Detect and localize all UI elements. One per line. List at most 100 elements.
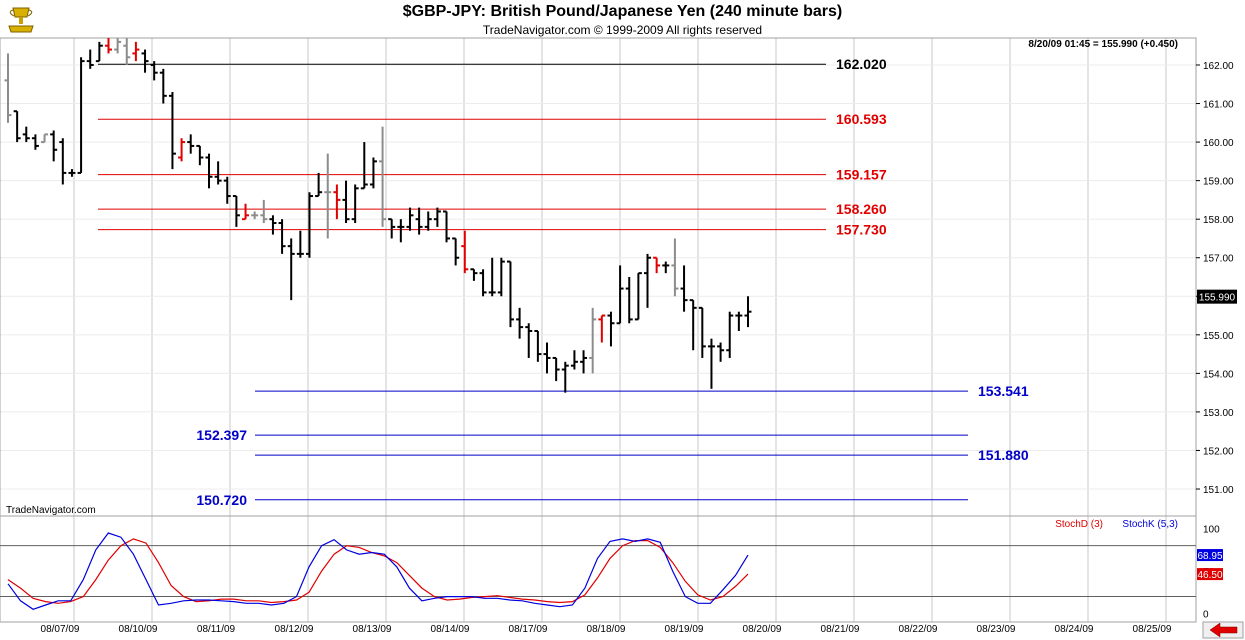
ohlc-bar: [598, 314, 606, 343]
ohlc-bar: [324, 153, 332, 239]
ohlc-bar: [150, 61, 158, 81]
y-tick-label: 155.00: [1203, 331, 1234, 342]
ohlc-bar: [488, 257, 496, 297]
price-readout: 8/20/09 01:45 = 155.990 (+0.450): [1028, 39, 1178, 50]
last-price-label: 155.990: [1199, 293, 1236, 304]
ohlc-bar: [41, 133, 49, 144]
ohlc-bar: [525, 323, 533, 358]
ohlc-bar: [242, 203, 250, 221]
ohlc-bar: [625, 277, 633, 324]
stochd-last-label: 46.50: [1197, 570, 1222, 581]
ohlc-bar: [132, 41, 140, 62]
stochastic-lines: [0, 532, 1196, 610]
ohlc-bar: [333, 184, 341, 220]
x-tick-label: 08/12/09: [275, 624, 314, 635]
ohlc-bar: [580, 350, 588, 374]
ohlc-bar: [95, 41, 103, 63]
ohlc-bar: [479, 269, 487, 297]
ohlc-bar: [360, 142, 368, 190]
ohlc-bar: [379, 126, 387, 227]
ohlc-bar: [351, 184, 359, 224]
y-tick-label: 162.00: [1203, 61, 1234, 72]
x-tick-label: 08/18/09: [587, 624, 626, 635]
ohlc-bar: [388, 218, 396, 239]
price-grid: [0, 38, 1196, 516]
scroll-arrow-button[interactable]: [1202, 621, 1244, 639]
ohlc-bar: [168, 91, 176, 170]
ohlc-bar: [59, 138, 67, 185]
ohlc-bar: [552, 356, 560, 382]
ohlc-bar: [470, 268, 478, 281]
legend-stochk: StochK (5,3): [1122, 519, 1178, 530]
ohlc-bar: [296, 230, 304, 258]
ohlc-bar: [698, 306, 706, 358]
y-tick-label: 159.00: [1203, 177, 1234, 188]
ohlc-bar: [50, 130, 58, 162]
ohlc-bar: [406, 207, 414, 231]
trophy-logo-icon: [8, 7, 34, 33]
stochk-last-label: 68.95: [1197, 551, 1222, 562]
level-label: 151.880: [978, 447, 1029, 463]
ohlc-bar: [269, 215, 277, 235]
chart-title: $GBP-JPY: British Pound/Japanese Yen (24…: [402, 3, 843, 20]
legend-stochd: StochD (3): [1055, 519, 1103, 530]
x-tick-label: 08/22/09: [899, 624, 938, 635]
x-tick-label: 08/17/09: [509, 624, 548, 635]
ohlc-bar: [543, 342, 551, 374]
level-lines: 162.020 160.593 159.157 158.260 157.730 153.5…: [98, 56, 1029, 508]
ohlc-bar: [141, 49, 149, 73]
ohlc-bar: [653, 256, 661, 274]
ohlc-bar: [671, 238, 679, 297]
ohlc-bar: [534, 329, 542, 362]
ohlc-bar: [397, 219, 405, 243]
x-tick-label: 08/19/09: [665, 624, 704, 635]
level-label: 160.593: [836, 111, 887, 127]
x-tick-label: 08/11/09: [197, 624, 236, 635]
ohlc-bar: [589, 307, 597, 374]
level-label: 150.720: [196, 492, 247, 508]
ohlc-bar: [634, 272, 642, 321]
ohlc-bar: [570, 350, 578, 370]
ohlc-bar: [735, 311, 743, 331]
ohlc-bar: [13, 110, 21, 143]
ohlc-bar: [260, 199, 268, 224]
y-tick-label: 160.00: [1203, 138, 1234, 149]
ohlc-bar: [644, 253, 652, 308]
ohlc-bar: [662, 261, 670, 274]
level-label: 158.260: [836, 201, 887, 217]
stoch-tick-label: 100: [1203, 525, 1220, 536]
ohlc-bar: [561, 361, 569, 393]
last-price-tag: 155.990: [1197, 289, 1237, 304]
stochk-value-tag: 68.95: [1197, 549, 1223, 562]
ohlc-bar: [22, 126, 30, 143]
ohlc-bar: [223, 176, 231, 204]
arrow-left-icon[interactable]: [1209, 622, 1238, 638]
price-axis: 162.00161.00160.00159.00158.00157.00156.…: [1196, 61, 1234, 496]
stoch-series-line: [7, 538, 749, 604]
ohlc-bar: [616, 265, 624, 325]
ohlc-bar: [77, 57, 85, 174]
ohlc-bar: [214, 161, 222, 185]
x-tick-label: 08/25/09: [1133, 624, 1172, 635]
price-panel-border: [0, 37, 1197, 517]
stoch-grid: [73, 516, 1167, 622]
ohlc-bar: [31, 134, 39, 150]
level-label: 153.541: [978, 383, 1029, 399]
ohlc-bar: [251, 211, 259, 220]
ohlc-bar: [104, 38, 112, 54]
ohlc-bar: [497, 257, 505, 297]
ohlc-bar: [717, 342, 725, 362]
ohlc-bar: [123, 38, 131, 65]
y-tick-label: 154.00: [1203, 369, 1234, 380]
ohlc-bar: [506, 260, 514, 328]
ohlc-bar: [461, 230, 469, 274]
ohlc-bar: [196, 144, 204, 166]
x-tick-label: 08/24/09: [1055, 624, 1094, 635]
ohlc-bar: [305, 192, 313, 258]
ohlc-bar: [443, 210, 451, 243]
ohlc-bar: [433, 207, 441, 227]
ohlc-bar: [86, 49, 94, 69]
y-tick-label: 158.00: [1203, 215, 1234, 226]
y-tick-label: 151.00: [1203, 485, 1234, 496]
x-tick-label: 08/23/09: [977, 624, 1016, 635]
